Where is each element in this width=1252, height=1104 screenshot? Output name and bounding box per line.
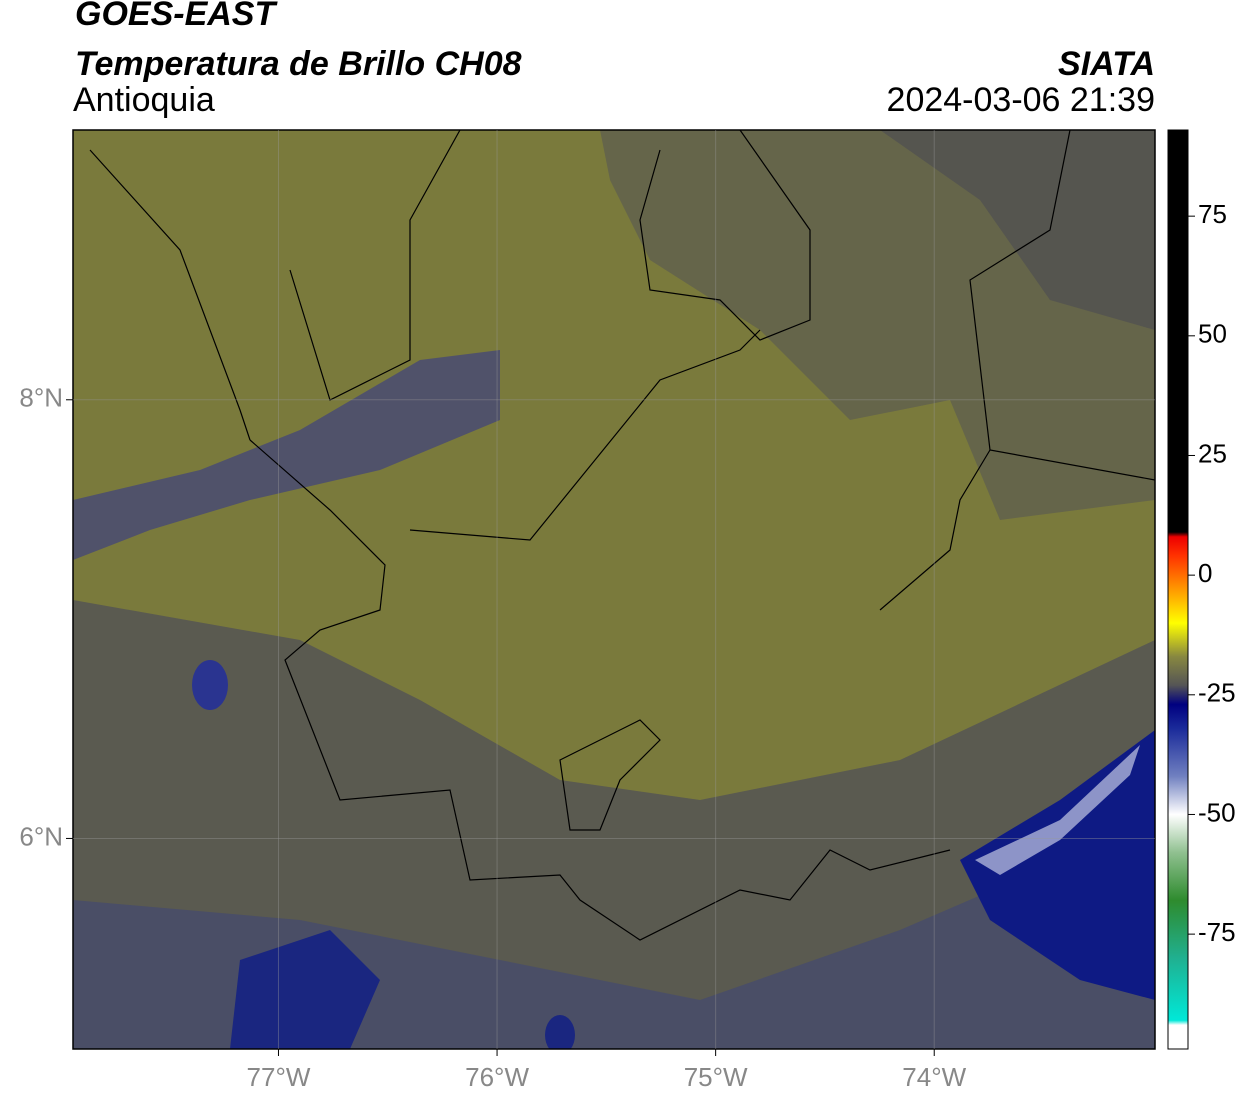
title: GOES-EAST (75, 0, 278, 33)
region: Antioquia (73, 81, 215, 119)
colorbar-tick-label: -50 (1198, 797, 1236, 827)
colorbar-tick-label: -25 (1198, 678, 1236, 708)
y-tick-label: 8°N (19, 383, 63, 413)
map-image (73, 130, 1155, 1049)
colorbar-tick-label: 25 (1198, 438, 1227, 468)
y-tick-label: 6°N (19, 821, 63, 851)
source: SIATA (1058, 45, 1155, 83)
x-tick-label: 74°W (902, 1062, 966, 1092)
colorbar-tick-label: 50 (1198, 319, 1227, 349)
colorbar-tick-label: 75 (1198, 199, 1227, 229)
map-frame (72, 129, 1156, 1050)
colorbar-tick-label: 0 (1198, 558, 1212, 588)
x-tick-label: 75°W (684, 1062, 748, 1092)
colorbar (1167, 129, 1189, 1050)
subtitle: Temperatura de Brillo CH08 (75, 45, 522, 83)
x-tick-label: 77°W (247, 1062, 311, 1092)
datetime: 2024-03-06 21:39 (887, 81, 1155, 119)
colorbar-tick-label: -75 (1198, 917, 1236, 947)
x-tick-label: 76°W (465, 1062, 529, 1092)
